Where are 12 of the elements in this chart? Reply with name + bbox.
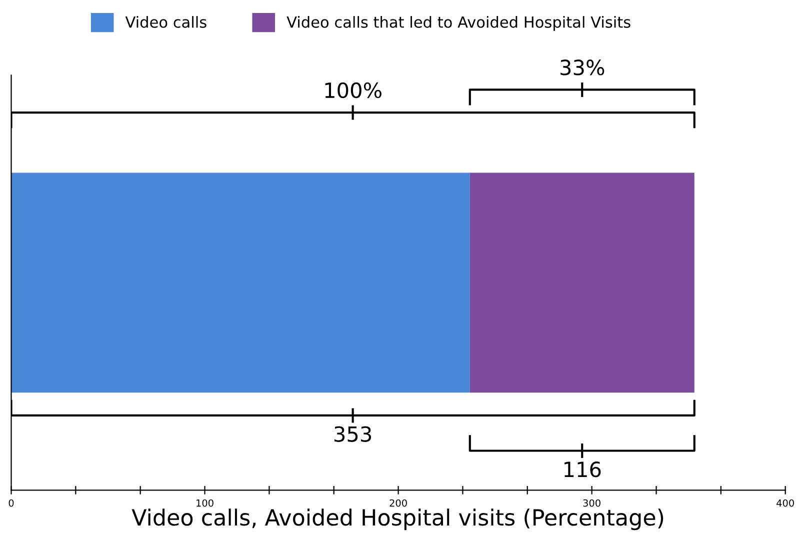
- x-tick-label: 200: [390, 499, 407, 507]
- legend-label: Video calls that led to Avoided Hospital Visits: [286, 16, 630, 31]
- annotation: 353: [334, 426, 372, 442]
- annotation: 33%: [560, 60, 604, 76]
- x-tick-label: 400: [776, 499, 794, 507]
- legend-label: Video calls: [125, 16, 206, 28]
- annotation: 116: [564, 461, 601, 478]
- x-axis-title: Video calls, Avoided Hospital visits (Percentage): [132, 508, 664, 530]
- annotation: 100%: [325, 82, 382, 98]
- x-tick-label: 300: [583, 499, 600, 507]
- x-tick-label: 100: [196, 499, 214, 507]
- x-tick-label: 0: [8, 499, 14, 507]
